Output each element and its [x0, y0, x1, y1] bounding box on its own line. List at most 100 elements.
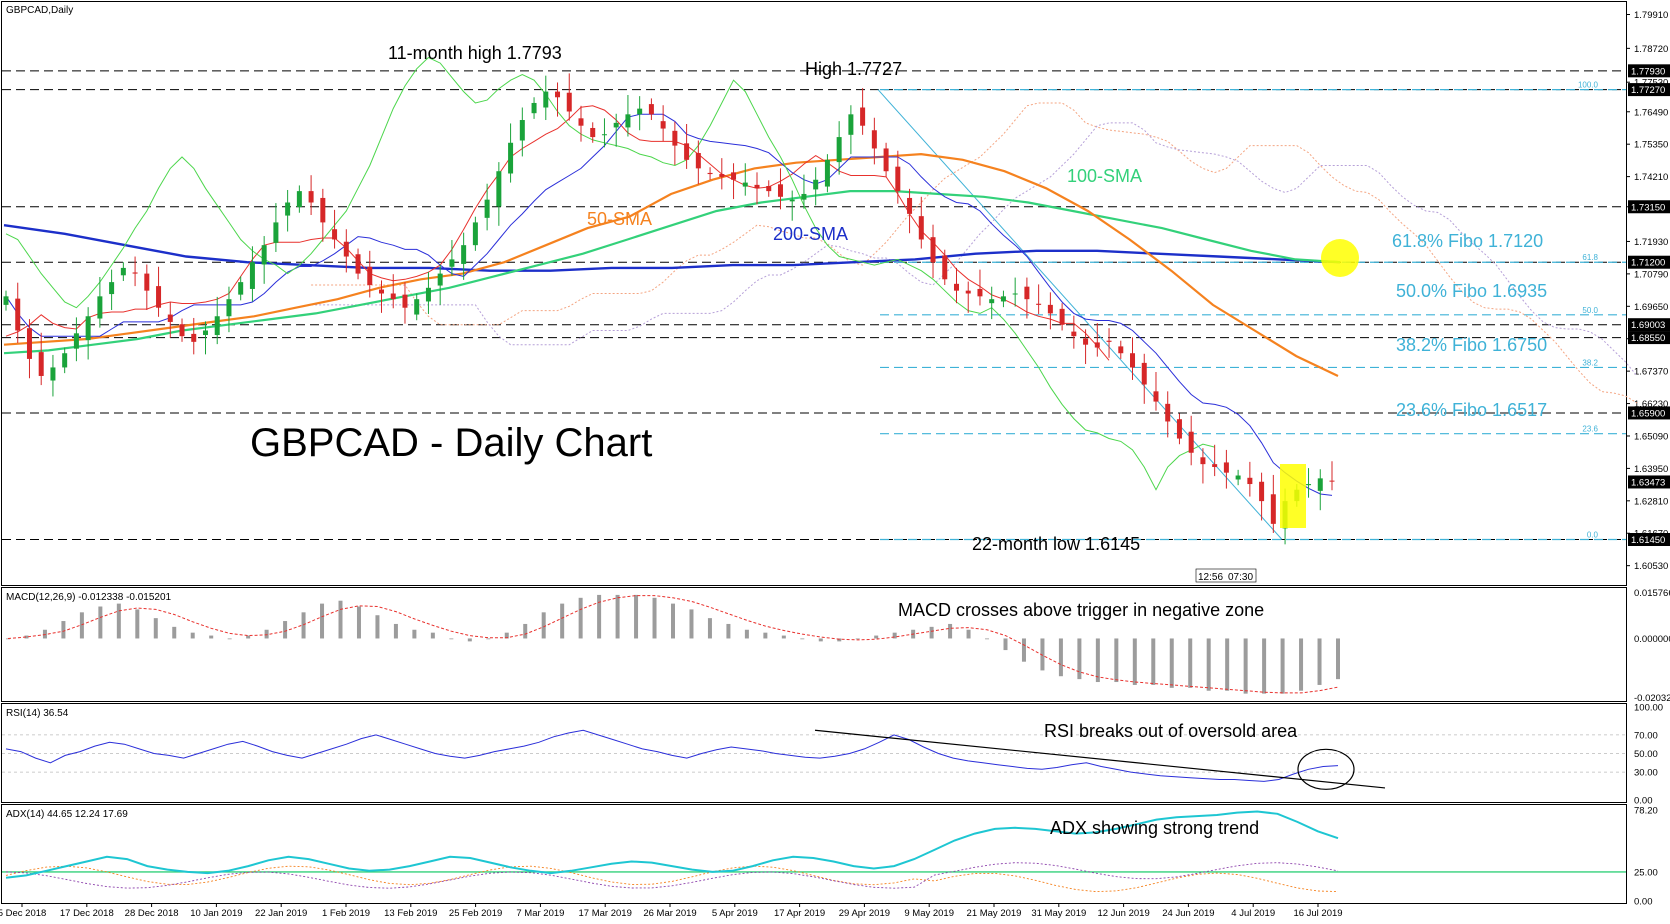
- macd-histogram-bar: [6, 638, 10, 640]
- fibo-level-tag: 50.0: [1582, 306, 1598, 315]
- candle-body: [425, 287, 431, 302]
- macd-histogram-bar: [985, 638, 990, 640]
- candle-body: [1176, 419, 1182, 439]
- candle-body: [707, 172, 713, 175]
- macd-tick-label: 0.000000: [1634, 634, 1670, 645]
- candle-body: [590, 127, 596, 138]
- candle-body: [543, 91, 549, 108]
- macd-histogram-bar: [190, 632, 195, 639]
- macd-histogram-bar: [800, 638, 805, 640]
- rsi-label: RSI(14) 36.54: [6, 708, 69, 719]
- fibo-level-tag: 23.6: [1582, 425, 1598, 434]
- candle-body: [1259, 481, 1265, 502]
- macd-histogram-bar: [227, 638, 232, 640]
- candle-body: [1106, 340, 1112, 342]
- candle-body: [754, 184, 760, 189]
- macd-histogram-bar: [1040, 638, 1045, 671]
- candle-body: [343, 241, 349, 257]
- macd-histogram-bar: [966, 629, 971, 639]
- macd-histogram-bar: [892, 632, 897, 639]
- macd-histogram-bar: [874, 635, 879, 639]
- fibo-500-label: 50.0% Fibo 1.6935: [1396, 281, 1547, 301]
- date-tick-label: 24 Jun 2019: [1162, 908, 1214, 919]
- candle-body: [1235, 475, 1241, 480]
- macd-histogram-bar: [615, 594, 620, 639]
- candle-body: [156, 286, 162, 308]
- adx-panel-frame: [1, 804, 1627, 904]
- macd-histogram-bar: [1262, 638, 1267, 694]
- rsi-tick-label: 30.00: [1634, 768, 1658, 779]
- candle-body: [801, 193, 807, 200]
- adx-minus-di-line: [5, 862, 1339, 889]
- fibo-618-label: 61.8% Fibo 1.7120: [1392, 231, 1543, 251]
- candle-body: [860, 107, 866, 126]
- date-tick-label: 16 Jul 2019: [1293, 908, 1342, 919]
- date-axis: 5 Dec 2018 17 Dec 2018 28 Dec 2018 10 Jan 2…: [0, 903, 1343, 919]
- candle-body: [449, 259, 455, 267]
- date-tick-label: 5 Apr 2019: [712, 908, 758, 919]
- candle-body: [320, 197, 326, 223]
- price-tick-label: 1.79910: [1634, 10, 1668, 21]
- rsi-tick-label: 100.00: [1634, 703, 1663, 714]
- fibo-level-tag: 38.2: [1582, 358, 1598, 367]
- candle-body: [3, 296, 9, 305]
- candle-body: [214, 316, 220, 336]
- candle-body: [296, 191, 302, 208]
- price-highlight-label: 1.73150: [1631, 202, 1665, 213]
- candle-body: [179, 324, 185, 337]
- time-label-left: 12:56: [1198, 572, 1223, 583]
- candle-body: [871, 130, 877, 149]
- macd-panel-frame: [1, 587, 1627, 702]
- date-tick-label: 17 Mar 2019: [579, 908, 632, 919]
- candle-body: [777, 184, 783, 197]
- price-highlight-label: 1.61450: [1631, 535, 1665, 546]
- price-tick-label: 1.65090: [1634, 431, 1668, 442]
- macd-histogram-bar: [1095, 638, 1100, 683]
- candle-body: [895, 166, 901, 192]
- price-highlight-label: 1.68550: [1631, 333, 1665, 344]
- macd-histogram-bar: [1151, 638, 1156, 685]
- date-tick-label: 1 Feb 2019: [322, 908, 370, 919]
- rsi-line: [5, 729, 1339, 782]
- date-tick-label: 9 May 2019: [904, 908, 954, 919]
- candle-body: [191, 333, 197, 342]
- candle-body: [273, 222, 279, 243]
- sma-cross-highlight: [1321, 239, 1359, 277]
- date-tick-label: 17 Dec 2018: [60, 908, 114, 919]
- candle-body: [62, 353, 68, 368]
- candle-body: [965, 290, 971, 294]
- candle-body: [132, 272, 138, 274]
- candle-body: [367, 266, 373, 285]
- macd-histogram-bar: [652, 597, 657, 639]
- ichimoku-cloud: [311, 102, 1638, 404]
- price-tick-label: 1.74210: [1634, 172, 1668, 183]
- candle-body: [883, 148, 889, 172]
- candle-body: [731, 172, 737, 180]
- candle-body: [308, 191, 314, 203]
- date-tick-label: 12 Jun 2019: [1097, 908, 1149, 919]
- macd-histogram-bar: [393, 623, 398, 639]
- tenkan-line: [5, 105, 1110, 361]
- fibo-236-label: 23.6% Fibo 1.6517: [1396, 400, 1547, 420]
- macd-histogram-bar: [634, 594, 639, 639]
- price-highlight-label: 1.65900: [1631, 408, 1665, 419]
- candle-body: [379, 289, 385, 294]
- macd-histogram-bar: [1317, 638, 1322, 685]
- candle-body: [226, 299, 232, 317]
- candle-body: [1306, 484, 1312, 486]
- macd-histogram-bar: [781, 635, 786, 639]
- sma200-label: 200-SMA: [773, 224, 848, 244]
- macd-histogram-bar: [283, 621, 288, 639]
- macd-histogram-bar: [1336, 638, 1340, 680]
- rsi-annotation: RSI breaks out of oversold area: [1044, 721, 1298, 741]
- high-11m-label: 11-month high 1.7793: [388, 43, 562, 63]
- candle-body: [660, 121, 666, 129]
- adx-tick-label: 78.20: [1634, 806, 1658, 817]
- candle-body: [461, 245, 467, 264]
- macd-histogram-bar: [172, 626, 177, 639]
- candle-body: [15, 298, 21, 331]
- price-tick-label: 1.69650: [1634, 302, 1668, 313]
- candle-body: [26, 328, 32, 359]
- date-tick-label: 31 May 2019: [1031, 908, 1086, 919]
- price-highlight-box: [1628, 475, 1670, 489]
